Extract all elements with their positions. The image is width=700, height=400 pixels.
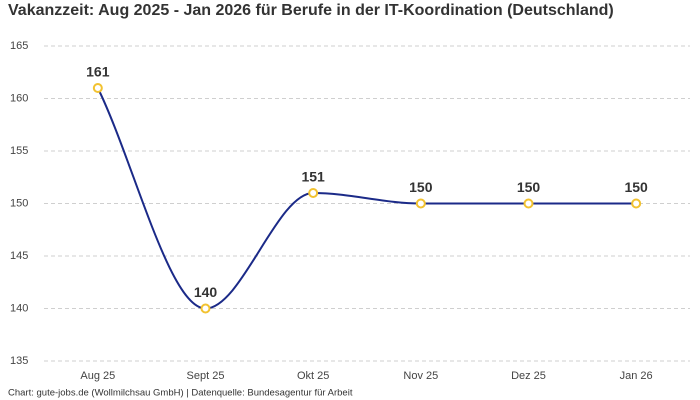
- chart-title: Vakanzzeit: Aug 2025 - Jan 2026 für Beru…: [8, 2, 614, 19]
- x-tick-label: Dez 25: [511, 370, 546, 382]
- x-tick-label: Okt 25: [297, 370, 329, 382]
- x-tick-label: Sept 25: [187, 370, 225, 382]
- y-tick-label: 140: [10, 302, 28, 314]
- y-tick-label: 145: [10, 250, 28, 262]
- data-label: 150: [409, 179, 433, 195]
- data-label: 140: [194, 284, 218, 300]
- x-tick-label: Nov 25: [403, 370, 438, 382]
- data-label: 150: [624, 179, 648, 195]
- x-tick-label: Jan 26: [620, 370, 653, 382]
- marker: [523, 198, 534, 209]
- y-tick-label: 155: [10, 145, 28, 157]
- data-label: 150: [517, 179, 541, 195]
- marker: [92, 83, 103, 93]
- marker: [308, 188, 319, 198]
- marker: [631, 198, 642, 209]
- y-tick-label: 150: [10, 197, 28, 209]
- x-tick-label: Aug 25: [80, 370, 115, 382]
- data-label: 151: [301, 169, 325, 185]
- data-label: 161: [86, 64, 110, 80]
- y-tick-label: 165: [10, 40, 28, 52]
- y-tick-label: 160: [10, 92, 28, 104]
- source-note: Chart: gute-jobs.de (Wollmilchsau GmbH) …: [8, 388, 353, 399]
- marker: [415, 198, 426, 209]
- marker: [200, 303, 211, 314]
- y-tick-label: 135: [10, 355, 28, 367]
